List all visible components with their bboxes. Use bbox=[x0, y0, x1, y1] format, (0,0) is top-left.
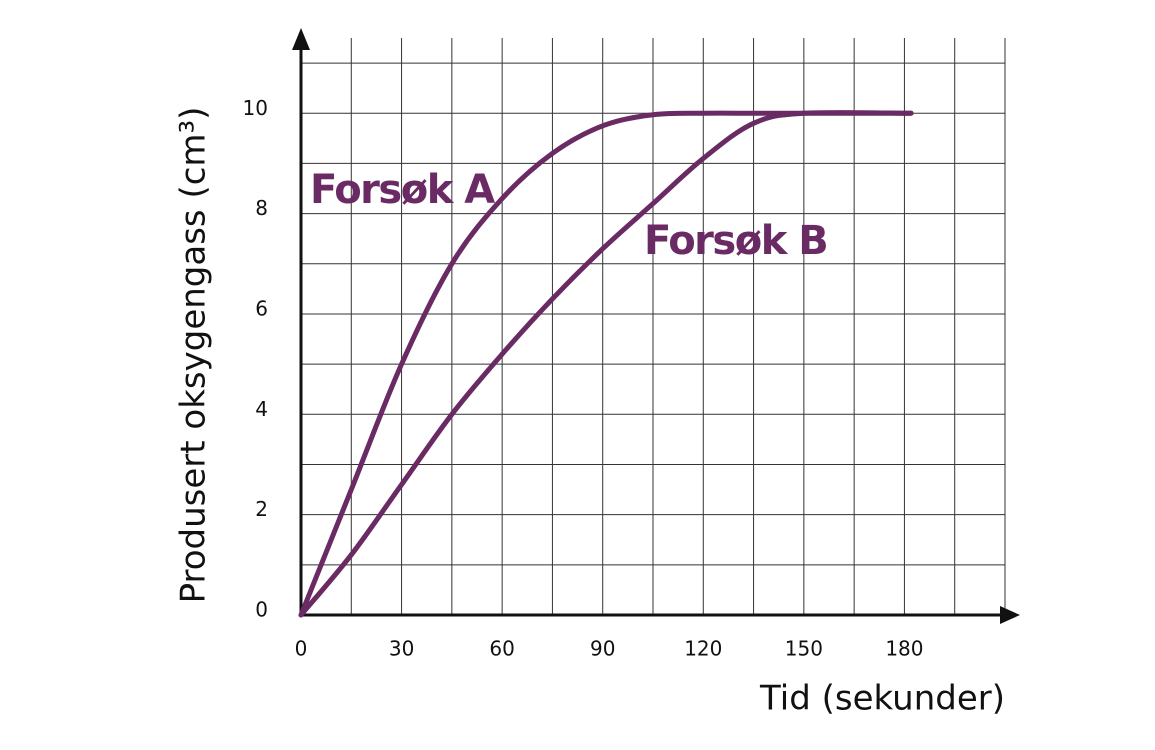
y-tick-label: 0 bbox=[255, 598, 268, 622]
x-tick-label: 0 bbox=[295, 637, 308, 661]
x-tick-label: 150 bbox=[785, 637, 823, 661]
x-tick-label: 180 bbox=[885, 637, 923, 661]
y-tick-label: 2 bbox=[255, 497, 268, 521]
x-tick-label: 120 bbox=[684, 637, 722, 661]
x-tick-label: 30 bbox=[389, 637, 414, 661]
series-line bbox=[298, 110, 914, 618]
y-axis-label: Produsert oksygengass (cm³) bbox=[174, 107, 214, 604]
y-axis-arrow bbox=[292, 28, 310, 50]
series-label: Forsøk B bbox=[644, 218, 827, 264]
y-tick-label: 4 bbox=[255, 397, 268, 421]
x-axis-arrow bbox=[1000, 606, 1020, 624]
y-tick-label: 10 bbox=[243, 96, 268, 120]
series-label: Forsøk A bbox=[310, 167, 495, 213]
grid bbox=[301, 38, 1006, 615]
x-tick-label: 60 bbox=[489, 637, 514, 661]
series-line bbox=[298, 110, 914, 618]
y-tick-label: 6 bbox=[255, 296, 268, 320]
x-axis-label: Tid (sekunder) bbox=[759, 679, 1005, 719]
y-tick-label: 8 bbox=[255, 196, 268, 220]
x-tick-label: 90 bbox=[590, 637, 615, 661]
